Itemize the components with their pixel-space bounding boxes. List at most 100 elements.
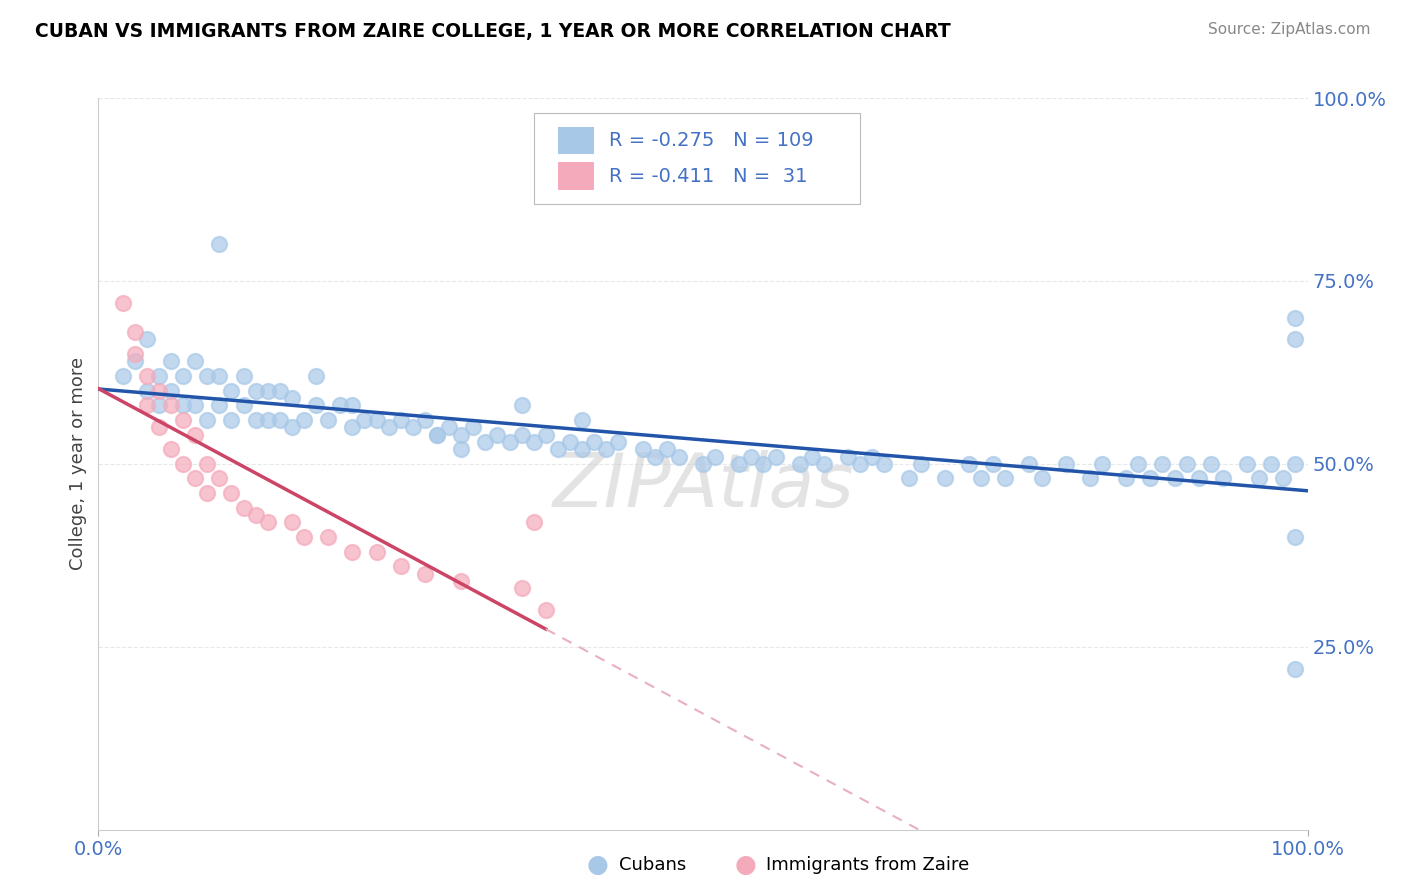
Point — [342, 420, 364, 434]
Point — [316, 413, 339, 427]
FancyBboxPatch shape — [558, 162, 595, 190]
Point — [245, 384, 267, 398]
FancyBboxPatch shape — [558, 127, 595, 154]
Point — [1091, 457, 1114, 471]
Point — [232, 500, 254, 515]
Point — [316, 530, 339, 544]
Text: R = -0.275   N = 109: R = -0.275 N = 109 — [609, 131, 813, 150]
Point — [135, 384, 157, 398]
Point — [752, 457, 775, 471]
Point — [1249, 471, 1271, 485]
Point — [208, 471, 231, 485]
Point — [873, 457, 896, 471]
Point — [631, 442, 654, 457]
Point — [644, 450, 666, 464]
Point — [1031, 471, 1053, 485]
Point — [148, 369, 170, 384]
Text: CUBAN VS IMMIGRANTS FROM ZAIRE COLLEGE, 1 YEAR OR MORE CORRELATION CHART: CUBAN VS IMMIGRANTS FROM ZAIRE COLLEGE, … — [35, 22, 950, 41]
Y-axis label: College, 1 year or more: College, 1 year or more — [69, 358, 87, 570]
Point — [160, 398, 183, 412]
Point — [813, 457, 835, 471]
Point — [1272, 471, 1295, 485]
Point — [1054, 457, 1077, 471]
Point — [195, 413, 218, 427]
Text: ●: ● — [586, 854, 609, 877]
Point — [111, 369, 134, 384]
Point — [655, 442, 678, 457]
Point — [1188, 471, 1211, 485]
Point — [1284, 457, 1306, 471]
Point — [292, 413, 315, 427]
Point — [523, 516, 546, 530]
Point — [1284, 662, 1306, 676]
Point — [558, 434, 581, 449]
Point — [1163, 471, 1185, 485]
Point — [765, 450, 787, 464]
Point — [256, 413, 278, 427]
Point — [498, 434, 520, 449]
Point — [837, 450, 859, 464]
Point — [800, 450, 823, 464]
Text: ●: ● — [734, 854, 756, 877]
Point — [208, 369, 231, 384]
Point — [208, 398, 231, 412]
Point — [1152, 457, 1174, 471]
Point — [668, 450, 690, 464]
Point — [184, 398, 207, 412]
Point — [245, 508, 267, 522]
Point — [450, 427, 472, 442]
Point — [195, 369, 218, 384]
Point — [124, 347, 146, 361]
Point — [172, 398, 194, 412]
Text: ZIPAtlas: ZIPAtlas — [553, 450, 853, 522]
Point — [135, 333, 157, 347]
Point — [221, 413, 243, 427]
Point — [366, 413, 388, 427]
Point — [860, 450, 883, 464]
Point — [607, 434, 630, 449]
Point — [148, 420, 170, 434]
Point — [981, 457, 1004, 471]
Point — [256, 516, 278, 530]
Point — [413, 413, 436, 427]
Point — [111, 296, 134, 310]
Point — [1175, 457, 1198, 471]
Point — [245, 413, 267, 427]
Point — [305, 369, 328, 384]
Point — [789, 457, 811, 471]
Point — [232, 398, 254, 412]
Point — [450, 442, 472, 457]
Text: R = -0.411   N =  31: R = -0.411 N = 31 — [609, 167, 807, 186]
Point — [342, 544, 364, 558]
Point — [377, 420, 399, 434]
Point — [704, 450, 727, 464]
Point — [910, 457, 932, 471]
Point — [1284, 333, 1306, 347]
Point — [1018, 457, 1040, 471]
Point — [426, 427, 449, 442]
Point — [232, 369, 254, 384]
Point — [329, 398, 352, 412]
Point — [534, 603, 557, 617]
Point — [957, 457, 980, 471]
Point — [1260, 457, 1282, 471]
Point — [728, 457, 751, 471]
Point — [934, 471, 956, 485]
Point — [510, 398, 533, 412]
Point — [523, 434, 546, 449]
Point — [160, 354, 183, 368]
Point — [221, 486, 243, 500]
Point — [342, 398, 364, 412]
Point — [413, 566, 436, 581]
Point — [1139, 471, 1161, 485]
Point — [389, 413, 412, 427]
Point — [160, 384, 183, 398]
Point — [1284, 530, 1306, 544]
Point — [510, 427, 533, 442]
Point — [1236, 457, 1258, 471]
Point — [1128, 457, 1150, 471]
Point — [463, 420, 485, 434]
FancyBboxPatch shape — [534, 112, 860, 204]
Point — [184, 427, 207, 442]
Point — [849, 457, 872, 471]
